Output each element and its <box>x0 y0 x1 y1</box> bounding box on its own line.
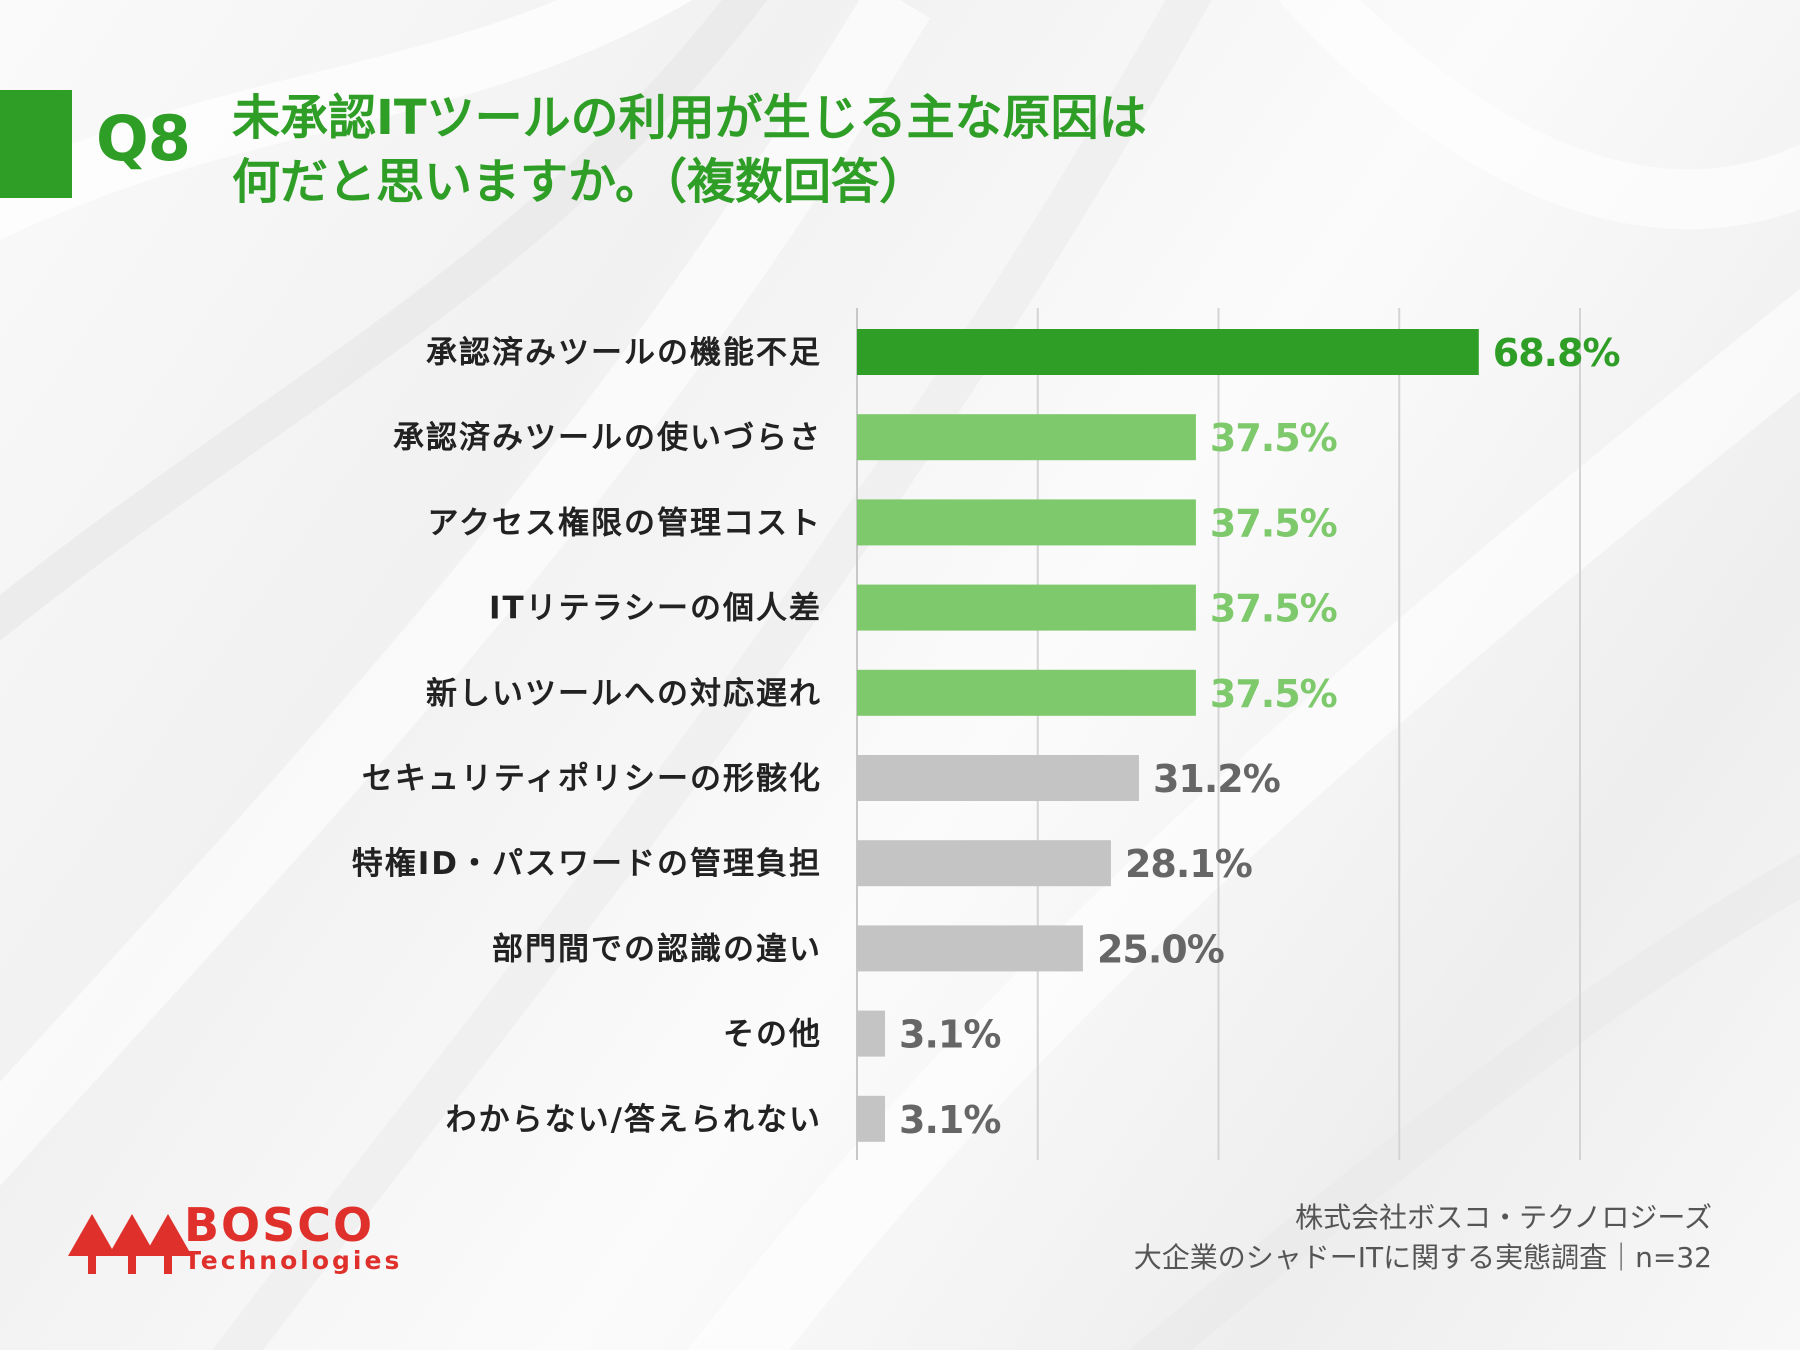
title-line-2: 何だと思いますか。（複数回答） <box>232 154 928 210</box>
bar-layer <box>857 329 1479 1142</box>
question-accent-block <box>0 90 72 198</box>
data-label: 3.1% <box>899 1013 1000 1057</box>
question-number: Q8 <box>96 102 191 175</box>
category-label: 特権ID・パスワードの管理負担 <box>352 846 822 882</box>
title-line-1: 未承認ITツールの利用が生じる主な原因は <box>232 90 1147 146</box>
category-label: 新しいツールへの対応遅れ <box>426 676 822 712</box>
bar <box>857 414 1196 461</box>
data-label: 25.0% <box>1097 927 1224 971</box>
category-label: 承認済みツールの機能不足 <box>426 335 822 371</box>
bar <box>857 1095 886 1142</box>
bar <box>857 1010 886 1057</box>
category-label: 部門間での認識の違い <box>492 931 822 967</box>
bosco-logo-mark <box>68 1214 192 1274</box>
category-label: アクセス権限の管理コスト <box>428 505 822 541</box>
category-label: わからない/答えられない <box>446 1102 822 1138</box>
data-label: 28.1% <box>1125 842 1252 886</box>
data-label: 68.8% <box>1493 331 1620 375</box>
data-label: 37.5% <box>1210 501 1337 545</box>
bar <box>857 669 1196 716</box>
bar <box>857 925 1083 972</box>
bar <box>857 499 1196 546</box>
category-label: その他 <box>723 1017 822 1053</box>
bar <box>857 755 1139 801</box>
category-label: セキュリティポリシーの形骸化 <box>362 761 822 797</box>
source-note: 株式会社ボスコ・テクノロジーズ 大企業のシャドーITに関する実態調査｜n=32 <box>1134 1198 1712 1278</box>
page-title: 未承認ITツールの利用が生じる主な原因は 何だと思いますか。（複数回答） <box>232 86 1732 214</box>
category-label: ITリテラシーの個人差 <box>489 591 822 627</box>
data-label: 3.1% <box>899 1098 1000 1142</box>
source-survey: 大企業のシャドーITに関する実態調査｜n=32 <box>1133 1241 1712 1274</box>
label-layer: 承認済みツールの機能不足 68.8% 承認済みツールの使いづらさ 37.5% アクセス権… <box>352 331 1621 1142</box>
bar <box>857 840 1111 887</box>
source-company: 株式会社ボスコ・テクノロジーズ <box>1295 1201 1712 1234</box>
data-label: 37.5% <box>1210 416 1337 460</box>
bar <box>857 584 1196 631</box>
data-label: 37.5% <box>1210 587 1337 631</box>
category-label: 承認済みツールの使いづらさ <box>393 420 822 456</box>
logo-subtitle: Technologies <box>184 1246 403 1275</box>
data-label: 31.2% <box>1153 757 1280 801</box>
logo-name: BOSCO <box>184 1198 375 1252</box>
data-label: 37.5% <box>1210 672 1337 716</box>
bar <box>857 329 1479 375</box>
